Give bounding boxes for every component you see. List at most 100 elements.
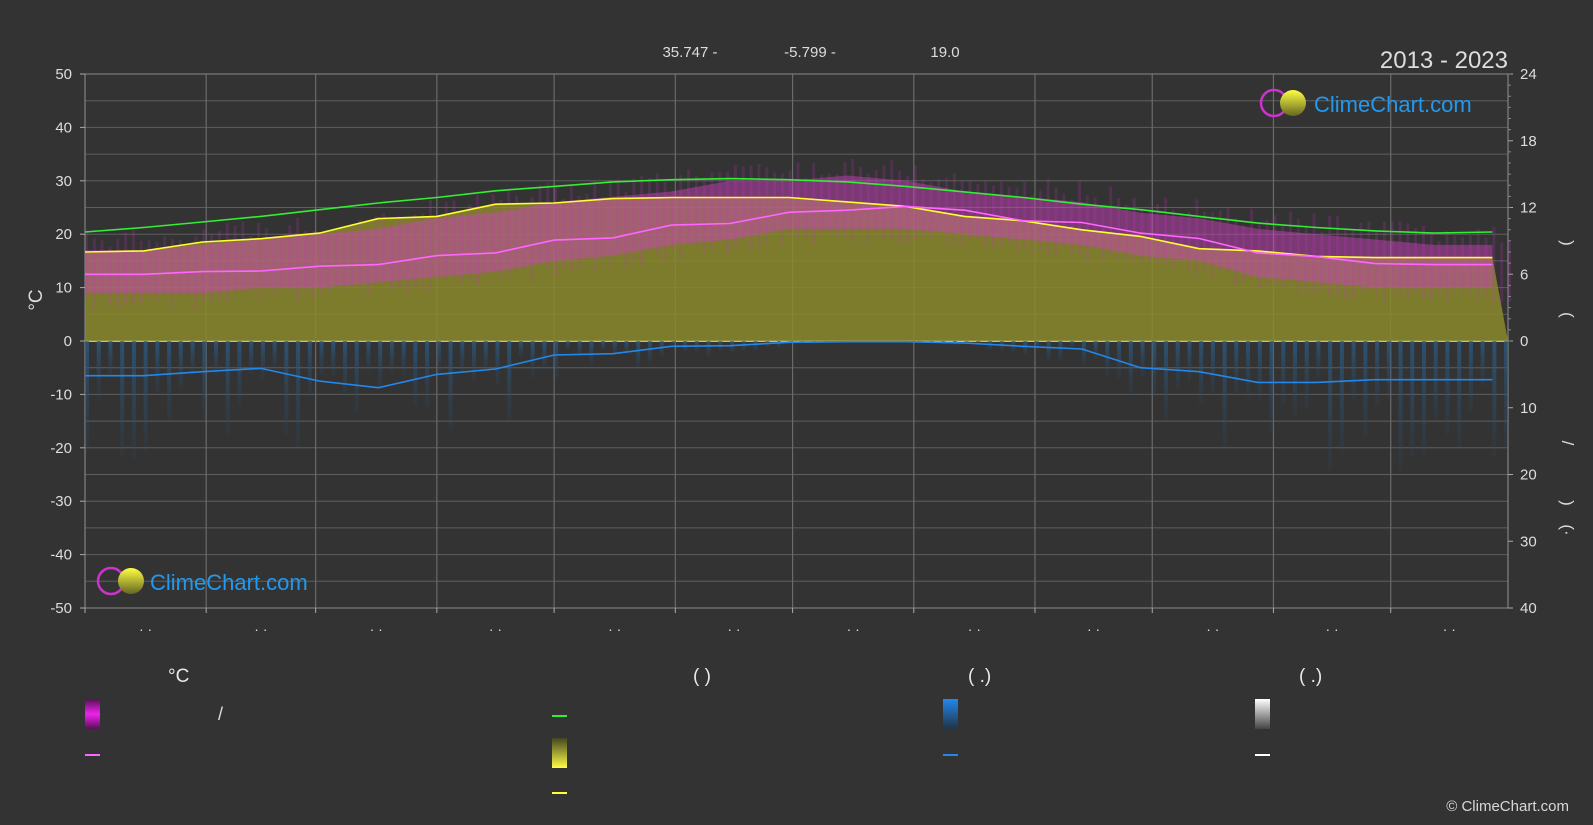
temperature-day-bar xyxy=(1406,223,1410,297)
precip-bar xyxy=(85,341,89,452)
precip-bar xyxy=(542,341,547,371)
temperature-range-band xyxy=(85,175,1493,293)
precip-bar xyxy=(1210,341,1215,395)
temperature-day-bar xyxy=(1093,197,1097,248)
temperature-day-bar xyxy=(843,162,847,238)
temperature-day-bar xyxy=(1492,226,1496,302)
precip-bar xyxy=(1386,341,1391,399)
right-bottom-axis-fragment-1: / xyxy=(1558,441,1577,446)
temperature-day-bar xyxy=(1203,211,1207,272)
temperature-day-bar xyxy=(319,232,323,294)
temperature-day-bar xyxy=(859,166,863,234)
temperature-day-bar xyxy=(1351,230,1355,298)
temperature-day-bar xyxy=(350,224,354,288)
precip-bar xyxy=(1070,341,1075,347)
precip-bar xyxy=(1421,341,1426,456)
elevation-label: 19.0 xyxy=(930,44,959,61)
temperature-day-bar xyxy=(788,170,792,237)
temperature-day-bar xyxy=(882,164,886,242)
temperature-day-bar xyxy=(1453,235,1457,291)
precip-line xyxy=(85,340,1493,389)
precip-bar xyxy=(1246,341,1251,397)
temperature-day-bar xyxy=(577,195,581,268)
precip-bar xyxy=(448,341,453,432)
temperature-day-bar xyxy=(538,185,542,264)
precip-bar xyxy=(143,341,148,452)
temperature-day-bar xyxy=(452,200,456,277)
temperature-day-bar xyxy=(1429,233,1433,301)
temperature-day-bar xyxy=(874,170,878,234)
temperature-day-bar xyxy=(530,196,534,281)
precip-bar xyxy=(389,341,394,373)
precip-bar xyxy=(178,341,183,391)
temperature-day-bar xyxy=(991,185,995,248)
temperature-day-bar xyxy=(1140,207,1144,263)
temperature-day-bar xyxy=(937,178,941,233)
temperature-day-bar xyxy=(1163,197,1167,264)
precip-bar xyxy=(319,341,324,375)
right-top-tick-label: 0 xyxy=(1520,333,1528,350)
temperature-day-bar xyxy=(499,199,503,279)
legend-header-temperature: °C xyxy=(168,666,190,687)
month-label: · · xyxy=(847,621,860,637)
precip-bar xyxy=(589,341,594,365)
month-label: · · xyxy=(489,621,502,637)
precip-bar xyxy=(741,341,746,351)
temperature-day-bar xyxy=(804,177,808,238)
precip-bar xyxy=(1058,341,1063,361)
precip-bar xyxy=(1105,341,1110,377)
temperature-day-bar xyxy=(296,217,300,301)
temperature-day-bar xyxy=(374,216,378,285)
temperature-day-bar xyxy=(178,239,182,298)
temperature-day-bar xyxy=(186,246,190,297)
temperature-day-bar xyxy=(1242,225,1246,282)
precip-bar xyxy=(671,341,676,345)
precip-bar xyxy=(401,341,406,377)
temperature-day-bar xyxy=(358,219,362,287)
temperature-day-bar xyxy=(1273,215,1277,286)
temperature-day-bar xyxy=(1468,235,1472,296)
right-top-axis-fragment-2: ( xyxy=(1558,312,1577,318)
temperature-day-bar xyxy=(1234,217,1238,285)
month-label: · · xyxy=(727,621,740,637)
right-top-tick-label: 24 xyxy=(1520,66,1537,83)
temperature-day-bar xyxy=(429,199,433,293)
temperature-day-bar xyxy=(1328,215,1332,295)
precip-bar xyxy=(1398,341,1403,471)
temperature-day-bar xyxy=(257,222,261,301)
precip-bar xyxy=(1234,341,1239,396)
left-tick-label: 20 xyxy=(55,226,72,243)
temperature-day-bar xyxy=(624,191,628,267)
temperature-day-bar xyxy=(593,181,597,271)
month-label: · · xyxy=(1443,621,1456,637)
precip-bar xyxy=(1093,341,1098,359)
temperature-day-bar xyxy=(913,165,917,240)
precip-bar xyxy=(354,341,359,413)
temperature-day-bar xyxy=(561,199,565,268)
left-tick-label: -10 xyxy=(50,386,72,403)
precip-bar xyxy=(636,341,641,368)
temperature-day-bar xyxy=(405,217,409,293)
precip-bar xyxy=(1480,341,1485,386)
brand-logo-top: ClimeChart.com xyxy=(1259,88,1472,118)
temperature-day-bar xyxy=(311,231,315,298)
precip-bar xyxy=(518,341,523,358)
daylight-line xyxy=(84,177,1493,234)
precip-bar xyxy=(1410,341,1415,458)
precip-bar xyxy=(1433,341,1438,424)
temperature-day-bar xyxy=(976,184,980,240)
temperature-day-bar xyxy=(1508,242,1511,302)
latitude-label: 35.747 - xyxy=(662,44,717,61)
precip-bar xyxy=(964,341,969,343)
temperature-day-bar xyxy=(765,167,769,245)
temperature-day-bar xyxy=(522,207,526,271)
temperature-day-bar xyxy=(1281,223,1285,290)
precip-bar xyxy=(1081,341,1086,366)
temperature-day-bar xyxy=(733,164,737,247)
precip-bar xyxy=(1339,341,1344,454)
temperature-day-bar xyxy=(413,214,417,288)
temperature-day-bar xyxy=(264,228,268,295)
precip-bar xyxy=(272,341,277,369)
legend-swatch-snow xyxy=(1255,699,1270,729)
legend-swatch-temp-mean xyxy=(85,754,100,756)
